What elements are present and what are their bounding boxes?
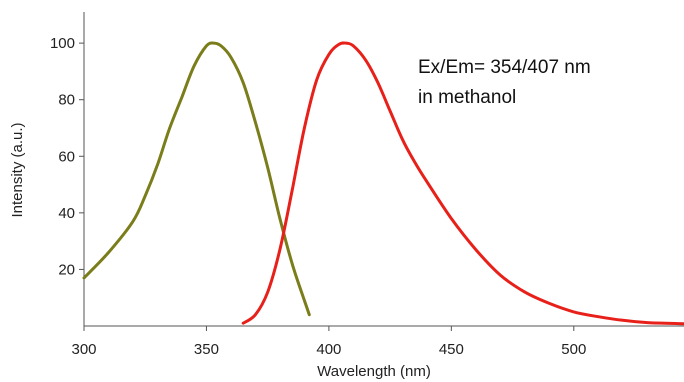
data-point [315, 78, 318, 81]
data-point [168, 126, 171, 129]
x-ticks: 300 350 400 450 500 [71, 326, 586, 358]
data-point [303, 126, 306, 129]
x-tick-label: 400 [316, 341, 341, 358]
axes [83, 12, 684, 327]
data-point [131, 220, 134, 223]
data-point [229, 56, 232, 59]
x-tick-label: 300 [71, 341, 96, 358]
data-point [254, 313, 257, 316]
data-point [401, 138, 404, 141]
data-point [278, 217, 281, 220]
data-point [345, 42, 348, 45]
y-tick-label: 80 [58, 92, 75, 109]
data-point [220, 44, 223, 47]
y-ticks: 20 40 60 80 100 [50, 35, 84, 278]
x-tick-label: 450 [439, 341, 464, 358]
y-tick-label: 100 [50, 35, 75, 52]
data-point [212, 42, 215, 45]
data-point [291, 262, 294, 265]
data-point [266, 166, 269, 169]
data-point [474, 248, 477, 251]
data-point [242, 81, 245, 84]
data-point [291, 189, 294, 192]
series-layer [82, 41, 684, 326]
data-point [376, 81, 379, 84]
y-tick-label: 40 [58, 205, 75, 222]
data-point [597, 315, 600, 318]
data-point [337, 43, 340, 46]
series-line [241, 41, 684, 326]
data-point [364, 59, 367, 62]
data-point [572, 310, 575, 313]
annotation-line-1: Ex/Em= 354/407 nm [418, 57, 591, 78]
data-point [278, 248, 281, 251]
data-point [352, 44, 355, 47]
data-point [254, 121, 257, 124]
data-point [499, 274, 502, 277]
data-point [646, 321, 649, 324]
data-point [523, 291, 526, 294]
data-point [205, 44, 208, 47]
data-point [156, 163, 159, 166]
data-point [327, 53, 330, 56]
annotation-line-2: in methanol [418, 87, 516, 108]
data-point [425, 180, 428, 183]
data-point [144, 194, 147, 197]
data-point [621, 319, 624, 322]
data-point [83, 276, 85, 279]
data-point [193, 64, 196, 67]
y-tick-label: 60 [58, 148, 75, 165]
data-point [548, 302, 551, 305]
excitation-curve [82, 41, 311, 317]
data-point [389, 110, 392, 113]
x-tick-label: 500 [561, 341, 586, 358]
series-line [82, 41, 311, 317]
y-axis-title: Intensity (a.u.) [9, 122, 26, 217]
x-tick-label: 350 [194, 341, 219, 358]
data-point [308, 313, 311, 316]
data-point [107, 251, 110, 254]
x-axis-title: Wavelength (nm) [317, 363, 431, 380]
data-point [180, 95, 183, 98]
data-point [242, 322, 245, 325]
data-point [413, 160, 416, 163]
data-point [266, 291, 269, 294]
data-point [450, 217, 453, 220]
emission-curve [241, 41, 684, 326]
data-point [303, 299, 306, 302]
y-tick-label: 20 [58, 261, 75, 278]
